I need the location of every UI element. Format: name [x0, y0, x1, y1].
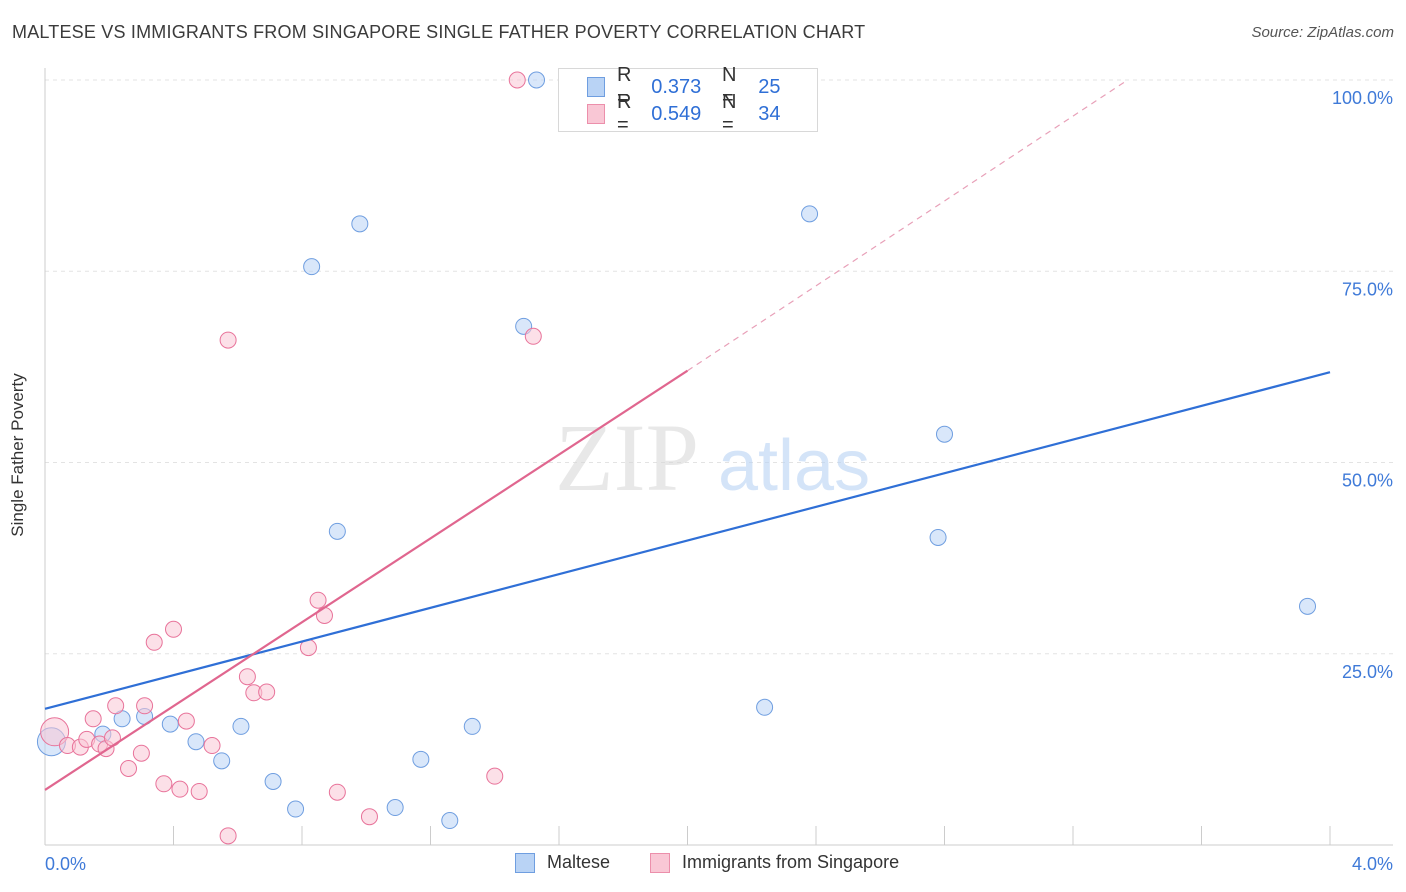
- point-maltese: [351, 215, 369, 233]
- point-singapore: [107, 697, 125, 715]
- series-label-singapore: Immigrants from Singapore: [682, 852, 900, 872]
- trendline-singapore: [44, 369, 689, 791]
- legend-n-label: N =: [722, 91, 737, 136]
- legend-r-label: R =: [617, 64, 632, 109]
- point-maltese: [756, 698, 774, 716]
- legend-n-value: 34: [758, 102, 781, 125]
- point-maltese: [213, 752, 231, 770]
- point-maltese: [187, 733, 205, 751]
- point-maltese: [936, 425, 953, 443]
- point-singapore: [84, 710, 102, 728]
- point-singapore: [524, 327, 542, 345]
- point-singapore: [136, 697, 154, 715]
- y-tick-label: 100.0%: [1332, 88, 1393, 108]
- point-maltese: [929, 528, 947, 546]
- point-singapore: [328, 783, 346, 801]
- point-singapore: [238, 668, 256, 686]
- series-swatch-singapore: [650, 852, 670, 873]
- point-singapore: [190, 782, 208, 800]
- point-maltese: [528, 71, 546, 89]
- point-singapore: [132, 744, 150, 762]
- correlation-legend: R = 0.373 N = 25 R = 0.549 N = 34: [558, 64, 818, 136]
- point-maltese: [328, 522, 346, 540]
- series-legend-maltese: Maltese: [515, 852, 610, 873]
- legend-n-label: N =: [722, 64, 737, 109]
- trendline-maltese: [44, 371, 1331, 710]
- point-singapore: [360, 808, 378, 826]
- point-singapore: [258, 683, 276, 701]
- legend-n-value: 25: [758, 75, 781, 98]
- legend-row-maltese: R = 0.373 N = 25: [559, 64, 817, 109]
- point-maltese: [1299, 597, 1317, 615]
- chart-title: MALTESE VS IMMIGRANTS FROM SINGAPORE SIN…: [12, 22, 866, 42]
- watermark-atlas: atlas: [718, 426, 870, 506]
- point-maltese: [161, 715, 179, 733]
- point-singapore: [171, 780, 189, 798]
- x-tick-label: 0.0%: [45, 854, 86, 874]
- point-singapore: [145, 633, 163, 651]
- series-swatch-maltese: [515, 852, 535, 873]
- point-singapore: [203, 737, 221, 755]
- y-tick-label: 25.0%: [1342, 662, 1393, 682]
- series-legend-singapore: Immigrants from Singapore: [650, 852, 899, 873]
- point-maltese: [801, 205, 819, 223]
- legend-row-singapore: R = 0.549 N = 34: [559, 91, 817, 136]
- source-label: Source: ZipAtlas.com: [1251, 24, 1394, 41]
- point-maltese: [287, 800, 305, 818]
- point-singapore: [165, 620, 182, 638]
- point-maltese: [463, 717, 481, 735]
- point-singapore: [155, 775, 173, 793]
- point-maltese: [386, 799, 404, 817]
- point-singapore: [177, 712, 195, 730]
- point-maltese: [303, 258, 321, 276]
- point-singapore: [40, 717, 70, 747]
- point-maltese: [264, 773, 282, 791]
- legend-r-value: 0.549: [651, 102, 702, 125]
- point-maltese: [441, 812, 459, 830]
- point-singapore: [120, 760, 138, 777]
- point-singapore: [219, 827, 237, 845]
- y-axis-label: Single Father Poverty: [8, 373, 27, 537]
- y-tick-label: 75.0%: [1342, 279, 1393, 299]
- point-singapore: [508, 71, 526, 89]
- point-singapore: [486, 767, 504, 785]
- legend-swatch-singapore: [587, 104, 606, 124]
- legend-r-value: 0.373: [651, 75, 702, 98]
- point-singapore: [219, 331, 237, 349]
- x-tick-label: 4.0%: [1352, 854, 1393, 874]
- watermark-zip: ZIP: [555, 404, 699, 511]
- point-maltese: [412, 750, 430, 768]
- legend-swatch-maltese: [587, 77, 606, 97]
- point-maltese: [232, 717, 250, 735]
- series-label-maltese: Maltese: [547, 852, 611, 872]
- point-singapore: [309, 591, 327, 609]
- legend-r-label: R =: [617, 91, 632, 136]
- y-tick-label: 50.0%: [1342, 471, 1393, 491]
